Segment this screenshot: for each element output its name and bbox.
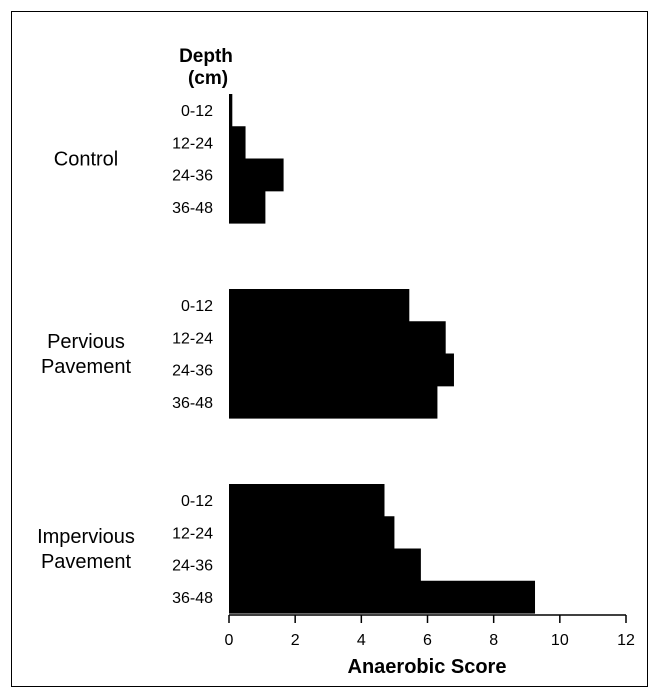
x-axis-label: Anaerobic Score	[348, 656, 507, 678]
bar-group-1: 0-12 12-24 24-36 36-48 Control	[54, 94, 284, 224]
x-tick-label: 12	[617, 632, 635, 649]
x-tick-label: 0	[225, 632, 234, 649]
group-label: Control	[54, 149, 118, 171]
depth-header-line1: Depth	[179, 46, 233, 67]
x-tick-label: 6	[423, 632, 432, 649]
depth-header-line2: (cm)	[188, 68, 228, 89]
depth-tick-label: 12-24	[172, 135, 213, 152]
bars-layer: 0-12 12-24 24-36 36-48 Control 0-12 12-24 24-36…	[37, 94, 536, 614]
x-tick-label: 2	[291, 632, 300, 649]
bar	[229, 484, 385, 517]
bar	[229, 190, 266, 224]
depth-tick-label: 0-12	[181, 298, 213, 315]
bar	[229, 580, 536, 614]
bar	[229, 94, 233, 127]
x-tick-label: 4	[357, 632, 366, 649]
bar-group-2: 0-12 12-24 24-36 36-48 Pervious Pavement	[41, 289, 454, 419]
depth-tick-label: 36-48	[172, 590, 213, 607]
depth-tick-label: 36-48	[172, 395, 213, 412]
depth-tick-label: 24-36	[172, 363, 213, 380]
group-label: Pavement	[41, 356, 131, 378]
depth-tick-label: 12-24	[172, 330, 213, 347]
group-label: Pavement	[41, 551, 131, 573]
depth-tick-label: 0-12	[181, 103, 213, 120]
bar	[229, 548, 421, 582]
depth-tick-label: 12-24	[172, 525, 213, 542]
bar	[229, 289, 410, 322]
bar	[229, 516, 395, 550]
bar	[229, 158, 284, 192]
depth-tick-label: 24-36	[172, 558, 213, 575]
depth-tick-label: 24-36	[172, 168, 213, 185]
depth-tick-label: 36-48	[172, 200, 213, 217]
bar	[229, 353, 454, 387]
bar-group-3: 0-12 12-24 24-36 36-48 Impervious Pavement	[37, 484, 536, 614]
depth-tick-label: 0-12	[181, 493, 213, 510]
bar	[229, 385, 438, 419]
group-label: Pervious	[47, 331, 125, 353]
x-axis: 0 2 4 6 8 10 12	[225, 614, 635, 649]
bar	[229, 126, 246, 160]
bar	[229, 321, 446, 355]
group-label: Impervious	[37, 526, 135, 548]
x-tick-label: 8	[489, 632, 498, 649]
x-tick-label: 10	[551, 632, 569, 649]
